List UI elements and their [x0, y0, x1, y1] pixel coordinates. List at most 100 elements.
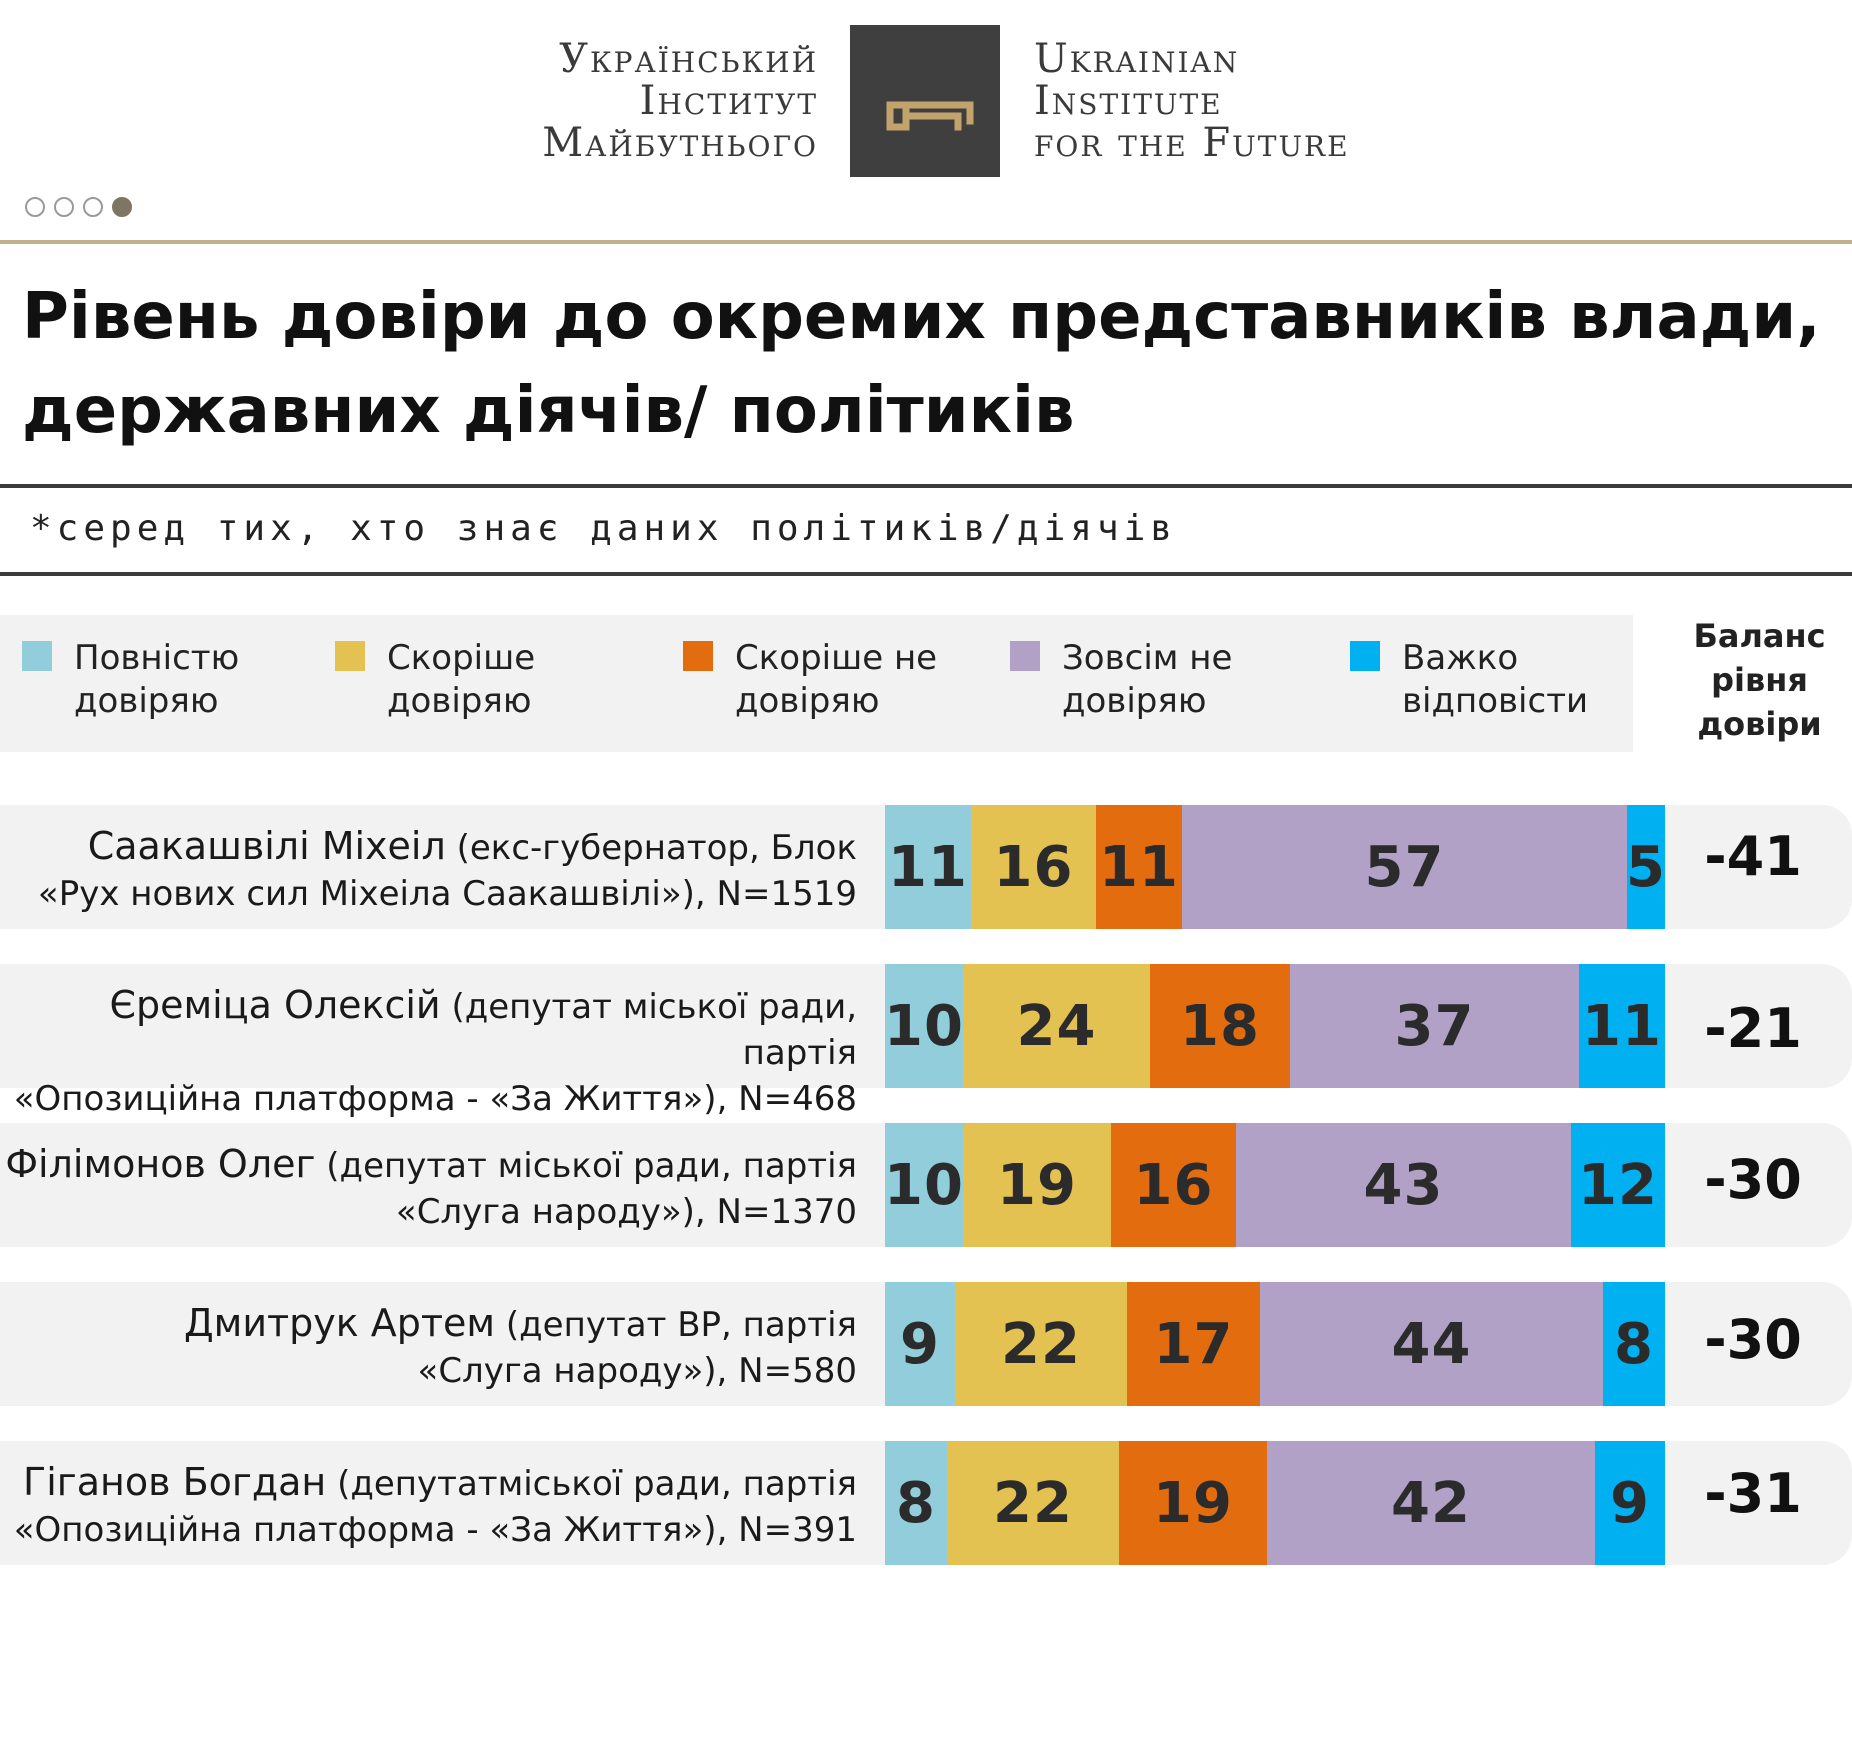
bar-segment-rather-trust: 19 — [963, 1123, 1111, 1247]
row-label: Філімонов Олег (депутат міської ради, па… — [0, 1141, 857, 1235]
balance-value: -30 — [1704, 1308, 1802, 1371]
stacked-bar: 9 22 17 44 8 — [885, 1282, 1665, 1406]
stacked-bar: 8 22 19 42 9 — [885, 1441, 1665, 1565]
bar-segment-not-trust-at-all: 44 — [1260, 1282, 1603, 1406]
stacked-bar: 10 19 16 43 12 — [884, 1123, 1665, 1247]
bar-segment-rather-trust: 22 — [955, 1282, 1127, 1406]
bar-segment-fully-trust: 9 — [885, 1282, 955, 1406]
politician-description: (депутатміської ради, партія — [337, 1464, 857, 1504]
bar-segment-value: 10 — [884, 1152, 964, 1218]
row-label-line-2: «Слуга народу»), N=580 — [417, 1351, 857, 1391]
politician-name: Філімонов Олег — [5, 1142, 316, 1186]
balance-value: -31 — [1704, 1462, 1802, 1525]
pagination-dots[interactable] — [25, 197, 132, 217]
balance-value: -41 — [1704, 825, 1802, 888]
bar-segment-value: 12 — [1578, 1152, 1658, 1218]
bar-segment-value: 22 — [1001, 1311, 1081, 1377]
bar-segment-not-trust-at-all: 57 — [1182, 805, 1627, 929]
row-label-line-2: «Рух нових сил Міхеіла Саакашвілі»), N=1… — [37, 874, 857, 914]
pagination-dot-2[interactable] — [54, 197, 74, 217]
bar-segment-fully-trust: 11 — [885, 805, 971, 929]
logo-ua-line-1: Український — [559, 36, 818, 82]
politician-name: Саакашвілі Міхеіл — [87, 824, 446, 868]
bar-segment-value: 19 — [1153, 1470, 1233, 1536]
legend-label-rather-not-trust: Скоріше не довіряю — [735, 638, 938, 721]
balance-value: -21 — [1704, 997, 1802, 1060]
politician-name: Дмитрук Артем — [183, 1301, 496, 1345]
bar-segment-value: 18 — [1180, 993, 1260, 1059]
balance-header: Баланс рівня довіри — [1693, 617, 1826, 743]
bar-segment-rather-not-trust: 17 — [1127, 1282, 1260, 1406]
bar-segment-fully-trust: 8 — [885, 1441, 947, 1565]
legend — [0, 615, 1633, 752]
row-label-line-1: Дмитрук Артем (депутат ВР, партія — [0, 1300, 857, 1348]
bar-segment-not-trust-at-all: 42 — [1267, 1441, 1595, 1565]
bar-segment-value: 11 — [888, 834, 968, 900]
bar-segment-rather-not-trust: 11 — [1096, 805, 1182, 929]
bar-segment-hard-to-say: 11 — [1579, 964, 1665, 1088]
bar-segment-not-trust-at-all: 43 — [1236, 1123, 1571, 1247]
header-divider — [0, 240, 1852, 244]
bar-segment-fully-trust: 10 — [884, 1123, 964, 1247]
stacked-bar: 11 16 11 57 5 — [885, 805, 1665, 929]
bar-segment-hard-to-say: 12 — [1571, 1123, 1665, 1247]
bar-segment-value: 9 — [900, 1311, 940, 1377]
logo-ua-line-2: Інститут — [639, 78, 818, 124]
logo-text-ukrainian: Український Інститут Майбутнього — [542, 38, 818, 164]
legend-swatch-rather-not-trust — [683, 641, 713, 671]
bar-segment-value: 57 — [1364, 834, 1445, 900]
pagination-dot-3[interactable] — [83, 197, 103, 217]
legend-label-not-trust-at-all: Зовсім не довіряю — [1062, 638, 1233, 721]
bar-segment-rather-not-trust: 19 — [1119, 1441, 1267, 1565]
bar-segment-value: 37 — [1394, 993, 1475, 1059]
bar-segment-value: 8 — [896, 1470, 936, 1536]
bar-segment-value: 10 — [884, 993, 964, 1059]
subtitle-note: *серед тих, хто знає даних політиків/дія… — [30, 508, 1177, 549]
legend-item-rather-trust: Скоріше довіряю — [335, 637, 587, 723]
row-label: Дмитрук Артем (депутат ВР, партія «Слуга… — [0, 1300, 857, 1394]
bar-segment-fully-trust: 10 — [884, 964, 964, 1088]
bar-segment-value: 24 — [1016, 993, 1097, 1059]
politician-description: (депутат міської ради, партія — [451, 987, 857, 1073]
legend-item-fully-trust: Повністю довіряю — [22, 637, 274, 723]
row-label: Гіганов Богдан (депутатміської ради, пар… — [0, 1459, 857, 1553]
politician-description: (депутат міської ради, партія — [326, 1146, 857, 1186]
bar-segment-value: 22 — [993, 1470, 1073, 1536]
bar-segment-value: 19 — [997, 1152, 1077, 1218]
logo-text-english: Ukrainian Institute for the Future — [1034, 38, 1350, 164]
legend-swatch-fully-trust — [22, 641, 52, 671]
legend-item-hard-to-say: Важко відповісти — [1350, 637, 1602, 723]
legend-label-rather-trust: Скоріше довіряю — [387, 638, 536, 721]
politician-name: Єреміца Олексій — [109, 983, 441, 1027]
politician-description: (екс-губернатор, Блок — [456, 828, 857, 868]
row-label-line-1: Філімонов Олег (депутат міської ради, па… — [0, 1141, 857, 1189]
row-label: Єреміца Олексій (депутат міської ради, п… — [0, 982, 857, 1122]
row-label-line-1: Єреміца Олексій (депутат міської ради, п… — [0, 982, 857, 1076]
bar-segment-value: 11 — [1099, 834, 1179, 900]
pagination-dot-1[interactable] — [25, 197, 45, 217]
bar-segment-not-trust-at-all: 37 — [1290, 964, 1579, 1088]
bar-segment-hard-to-say: 8 — [1603, 1282, 1665, 1406]
bar-segment-rather-trust: 24 — [963, 964, 1150, 1088]
logo-box — [850, 25, 1000, 177]
title-divider — [0, 484, 1852, 488]
bar-segment-value: 11 — [1582, 993, 1662, 1059]
politician-name: Гіганов Богдан — [23, 1460, 327, 1504]
row-label: Саакашвілі Міхеіл (екс-губернатор, Блок … — [0, 823, 857, 917]
bar-segment-hard-to-say: 9 — [1595, 1441, 1665, 1565]
logo-ua-line-3: Майбутнього — [542, 120, 818, 166]
balance-value: -30 — [1704, 1148, 1802, 1211]
pagination-dot-4-active[interactable] — [112, 197, 132, 217]
legend-swatch-not-trust-at-all — [1010, 641, 1040, 671]
bar-segment-rather-trust: 16 — [971, 805, 1096, 929]
row-label-line-2: «Опозиційна платформа - «За Життя»), N=3… — [13, 1510, 857, 1550]
legend-item-rather-not-trust: Скоріше не довіряю — [683, 637, 955, 723]
bar-segment-rather-trust: 22 — [947, 1441, 1119, 1565]
key-icon — [886, 101, 974, 131]
bar-segment-value: 16 — [993, 834, 1074, 900]
bar-segment-hard-to-say: 5 — [1626, 805, 1665, 929]
legend-label-hard-to-say: Важко відповісти — [1402, 638, 1589, 721]
legend-swatch-rather-trust — [335, 641, 365, 671]
bar-segment-value: 17 — [1153, 1311, 1234, 1377]
bar-segment-value: 44 — [1391, 1311, 1472, 1377]
